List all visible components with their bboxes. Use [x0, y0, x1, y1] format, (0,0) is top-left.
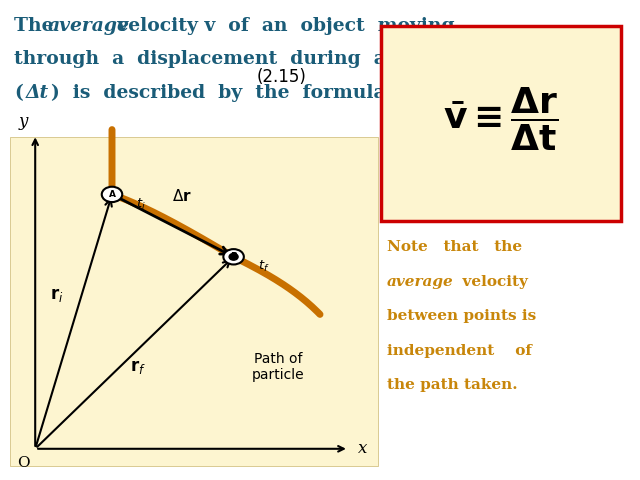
Text: Note   that   the: Note that the	[387, 240, 522, 254]
Text: (2.15): (2.15)	[257, 68, 307, 86]
Text: $\mathbf{r}$$_i$: $\mathbf{r}$$_i$	[49, 286, 63, 304]
Text: velocity: velocity	[452, 275, 529, 288]
Text: $\mathbf{r}$$_f$: $\mathbf{r}$$_f$	[130, 358, 145, 376]
Text: )  is  described  by  the  formula: ) is described by the formula	[51, 84, 385, 102]
Text: A: A	[109, 190, 115, 199]
Text: average: average	[387, 275, 454, 288]
Text: $t_i$: $t_i$	[136, 197, 146, 212]
Text: $\mathbf{\bar{v} \equiv \dfrac{\Delta r}{\Delta t}}$: $\mathbf{\bar{v} \equiv \dfrac{\Delta r}…	[443, 86, 559, 153]
Text: $t_f$: $t_f$	[258, 259, 269, 274]
Text: O: O	[17, 456, 30, 470]
Text: (: (	[14, 84, 23, 102]
Text: B: B	[230, 252, 237, 261]
Text: y: y	[19, 113, 28, 130]
FancyBboxPatch shape	[381, 26, 621, 221]
Text: velocity v  of  an  object  moving: velocity v of an object moving	[111, 17, 455, 35]
Circle shape	[229, 253, 238, 260]
Text: the path taken.: the path taken.	[387, 378, 518, 392]
Text: $\Delta\mathbf{r}$: $\Delta\mathbf{r}$	[172, 188, 193, 204]
Text: Δt: Δt	[26, 84, 49, 102]
Circle shape	[102, 187, 122, 202]
Text: average: average	[47, 17, 129, 35]
Text: Path of
particle: Path of particle	[252, 352, 305, 382]
Text: x: x	[358, 440, 368, 457]
Text: independent    of: independent of	[387, 344, 532, 358]
Text: The: The	[14, 17, 60, 35]
Text: through  a  displacement  during  a  time  interval: through a displacement during a time int…	[14, 50, 540, 68]
FancyBboxPatch shape	[10, 137, 378, 466]
Circle shape	[223, 249, 244, 264]
Text: between points is: between points is	[387, 309, 536, 323]
